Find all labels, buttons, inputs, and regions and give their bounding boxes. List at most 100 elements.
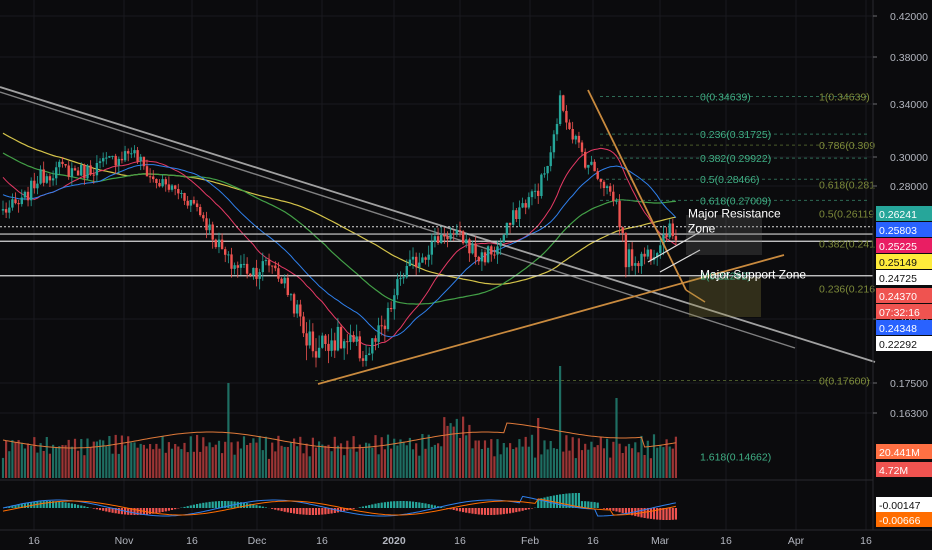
candle-body [590, 161, 593, 165]
macd-histogram-bar [515, 508, 518, 513]
volume-bar [621, 453, 624, 478]
candle-body [599, 178, 602, 182]
macd-histogram-bar [509, 508, 512, 514]
volume-bar [311, 437, 314, 478]
volume-bar [599, 437, 602, 478]
macd-histogram-bar [493, 508, 496, 515]
candle-body [86, 165, 89, 179]
macd-histogram-bar [70, 503, 73, 508]
volume-bar [555, 448, 559, 478]
volume-bar [64, 445, 67, 478]
fib-label: 0.236(0.31725) [700, 129, 771, 141]
volume-bar [624, 446, 627, 478]
candle-body [236, 265, 239, 268]
macd-histogram-bar [192, 504, 195, 508]
macd-histogram-bar [465, 508, 468, 513]
volume-bar [258, 435, 261, 478]
macd-histogram-bar [145, 508, 149, 515]
macd-histogram-bar [39, 501, 42, 508]
candle-body [361, 358, 365, 361]
price-tag-label: -0.00666 [879, 515, 921, 527]
candle-body [505, 222, 509, 236]
volume-bar [174, 444, 177, 478]
macd-histogram-bar [280, 508, 283, 512]
candle-body [615, 200, 618, 202]
volume-bar [124, 445, 127, 478]
candle-body [133, 150, 136, 154]
volume-bar [440, 446, 443, 478]
volume-bar [318, 441, 321, 478]
candle-body [186, 200, 189, 206]
candle-body [659, 245, 662, 254]
candle-body [308, 331, 311, 346]
volume-bar [652, 434, 656, 478]
macd-histogram-bar [518, 508, 521, 512]
candle-body [471, 243, 474, 254]
volume-bar [405, 445, 408, 478]
candle-body [258, 272, 261, 279]
fib-label: 1(0.22292) [700, 271, 751, 283]
volume-bar [580, 450, 584, 478]
candle-body [493, 254, 496, 256]
x-tick-label: 16 [720, 535, 732, 547]
price-tag [876, 462, 932, 477]
volume-bar [224, 441, 227, 478]
candle-body [346, 341, 349, 343]
volume-bar [386, 434, 390, 478]
macd-histogram-bar [333, 508, 336, 513]
volume-bar [390, 448, 393, 478]
macd-histogram-bar [120, 508, 123, 515]
volume-bar [518, 439, 521, 478]
candle-body [433, 236, 437, 242]
candle-body [377, 325, 380, 342]
candle-body [274, 265, 277, 269]
x-tick-label: Mar [651, 535, 670, 547]
macd-histogram-bar [277, 508, 280, 511]
candle-body [155, 179, 158, 183]
volume-bar [593, 447, 596, 478]
macd-histogram-bar [596, 502, 599, 508]
macd-histogram-bar [540, 498, 543, 508]
fib-label: 0.382(0.29922) [700, 153, 771, 165]
macd-histogram-bar [26, 502, 30, 508]
volume-bar [499, 454, 502, 478]
candle-body [239, 264, 243, 268]
candle-body [527, 197, 530, 208]
macd-histogram-bar [139, 508, 142, 515]
volume-bar [170, 448, 174, 478]
macd-histogram-bar [559, 494, 562, 508]
candle-body [618, 200, 621, 228]
wedge-line [647, 231, 701, 263]
candle-body [174, 185, 177, 189]
candle-body [562, 95, 565, 111]
candle-body [662, 234, 665, 246]
macd-histogram-bar [224, 501, 227, 508]
macd-histogram-bar [474, 508, 477, 515]
candle-body [4, 209, 8, 213]
volume-bar [92, 441, 95, 478]
macd-histogram-bar [77, 504, 80, 508]
volume-bar [186, 452, 189, 478]
candle-body [424, 257, 427, 260]
volume-bar [45, 437, 48, 478]
volume-bar [527, 446, 530, 478]
y-tick-label: 0.30000 [890, 152, 928, 164]
macd-histogram-bar [249, 503, 252, 508]
volume-bar [202, 437, 205, 478]
x-tick-label: 16 [186, 535, 198, 547]
macd-histogram-bar [108, 508, 111, 513]
price-tag [876, 222, 932, 237]
candle-body [130, 153, 133, 155]
candle-body [584, 151, 587, 168]
macd-histogram-bar [52, 501, 55, 508]
candle-body [67, 165, 70, 177]
candle-body [568, 122, 571, 129]
macd-histogram-bar [512, 508, 515, 513]
macd-histogram-bar [580, 501, 584, 508]
macd-histogram-bar [186, 506, 189, 508]
macd-histogram-bar [537, 499, 540, 508]
candle-body [440, 234, 443, 243]
volume-bar [559, 366, 562, 478]
macd-histogram-bar [624, 508, 627, 514]
